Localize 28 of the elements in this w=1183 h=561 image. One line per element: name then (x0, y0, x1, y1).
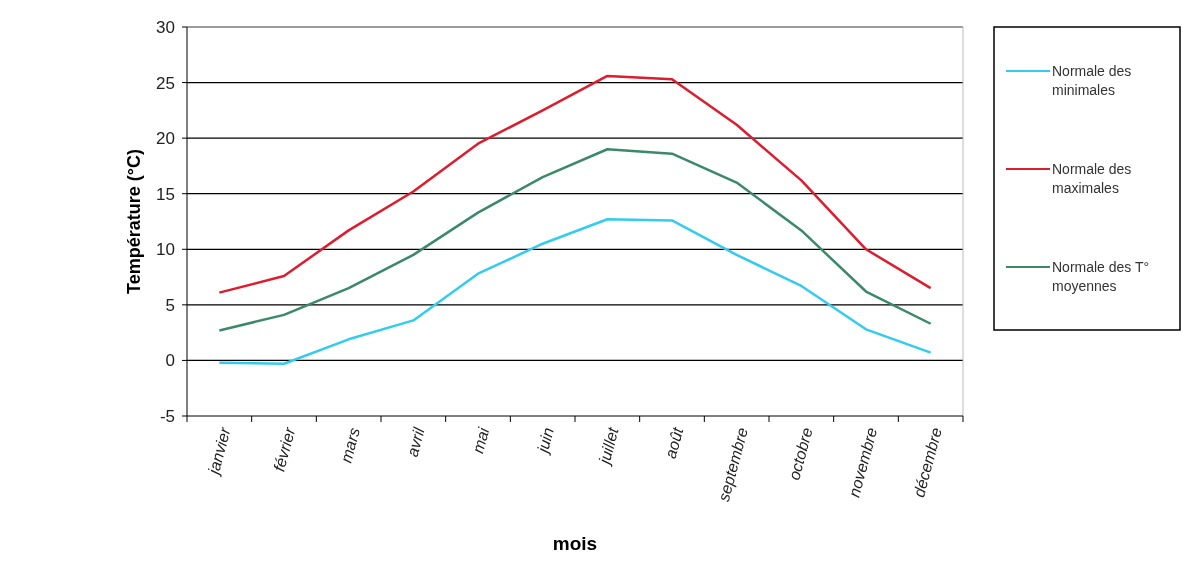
legend-label: Normale des maximales (1052, 160, 1132, 196)
y-tick-label: 5 (165, 295, 175, 315)
y-axis-title: Température (°C) (124, 149, 144, 294)
legend-label: Normale des minimales (1052, 62, 1132, 98)
x-tick-label: juin (533, 425, 557, 457)
y-tick-label: 20 (156, 129, 175, 149)
line-series (218, 218, 932, 366)
x-tick-label: août (661, 425, 687, 461)
y-tick-label: 30 (156, 17, 175, 37)
y-tick-label: 0 (165, 351, 175, 371)
x-tick-label: février (270, 425, 299, 474)
x-tick-label: mars (337, 425, 363, 465)
legend-label: Normale des T° moyennes (1052, 258, 1150, 294)
y-tick-label: 25 (156, 73, 175, 93)
x-tick-label: avril (403, 425, 428, 459)
x-axis-title: mois (552, 533, 598, 554)
x-tick-label: décembre (910, 425, 945, 499)
y-tick-label: 10 (156, 240, 175, 260)
x-tick-label: novembre (845, 425, 881, 499)
y-tick-label: 15 (156, 184, 175, 204)
x-tick-label: octobre (785, 425, 816, 482)
line-series (218, 148, 932, 332)
x-tick-label: juillet (595, 425, 622, 468)
x-tick-label: septembre (714, 425, 751, 504)
line-series (218, 74, 932, 294)
x-tick-label: mai (469, 425, 493, 456)
y-tick-label: -5 (159, 406, 175, 426)
x-tick-label: janvier (204, 425, 234, 478)
